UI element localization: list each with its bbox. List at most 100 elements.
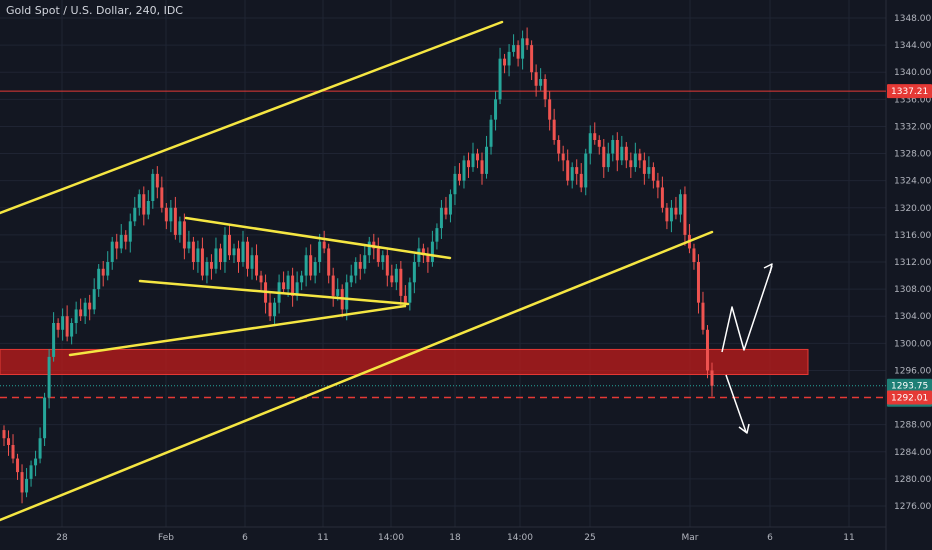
candle-body xyxy=(151,173,155,201)
candle-body xyxy=(692,248,696,262)
candle-body xyxy=(2,430,6,439)
candle-body xyxy=(291,275,295,296)
candle-body xyxy=(435,228,439,242)
candle-body xyxy=(412,262,416,283)
candle-body xyxy=(97,268,101,290)
candle-body xyxy=(530,45,534,73)
candle-body xyxy=(232,248,236,256)
candle-body xyxy=(246,241,250,269)
candle-body xyxy=(286,275,290,290)
x-tick-label: 28 xyxy=(56,533,68,543)
candle-body xyxy=(439,207,443,229)
candle-body xyxy=(119,234,123,249)
y-tick-label: 1288.00 xyxy=(894,421,931,431)
price-axis[interactable]: 1348.00 1344.00 1340.00 1336.00 1332.00 1328.… xyxy=(887,14,932,512)
candle-body xyxy=(259,275,263,283)
chart-title: Gold Spot / U.S. Dollar, 240, IDC xyxy=(6,4,183,17)
candle-body xyxy=(25,478,29,493)
candle-body xyxy=(47,356,51,398)
candle-body xyxy=(561,153,565,161)
y-tick-label: 1320.00 xyxy=(894,204,931,214)
candle-body xyxy=(660,187,664,208)
candle-body xyxy=(476,153,480,161)
current-price-badge-bg xyxy=(887,378,932,393)
candle-body xyxy=(394,268,398,283)
candle-body xyxy=(65,316,69,337)
candle-body xyxy=(327,248,331,276)
candle-body xyxy=(295,282,299,296)
candle-body xyxy=(7,438,11,445)
candle-body xyxy=(354,262,358,276)
candle-body xyxy=(205,262,209,276)
candle-body xyxy=(318,241,322,262)
price-levels xyxy=(0,90,886,399)
candle-body xyxy=(128,221,132,242)
candle-body xyxy=(584,153,588,188)
candle-body xyxy=(110,241,114,262)
y-tick-label: 1344.00 xyxy=(894,41,931,51)
candle-body xyxy=(255,255,259,276)
candle-body xyxy=(191,241,195,262)
candle-body xyxy=(331,275,335,296)
channel-lower-line xyxy=(0,230,714,522)
rising-support-line xyxy=(68,304,407,357)
candle-body xyxy=(146,201,150,215)
candle-body xyxy=(133,207,137,222)
candle-body xyxy=(16,458,20,473)
x-tick-label: 18 xyxy=(449,533,461,543)
candle-body xyxy=(624,146,628,161)
x-tick-label: 11 xyxy=(317,533,328,543)
candle-body xyxy=(11,445,15,459)
candle-body xyxy=(241,241,245,262)
candle-body xyxy=(656,180,660,188)
candle-body xyxy=(83,302,87,317)
candle-body xyxy=(642,160,646,174)
candle-body xyxy=(448,194,452,215)
y-tick-label: 1280.00 xyxy=(894,475,931,485)
candle-body xyxy=(615,140,619,161)
candle-body xyxy=(638,153,642,161)
candle-body xyxy=(480,160,484,174)
candle-body xyxy=(534,72,538,86)
candle-body xyxy=(489,119,493,147)
y-tick-label: 1308.00 xyxy=(894,285,931,295)
y-tick-label: 1284.00 xyxy=(894,448,931,458)
candle-body xyxy=(349,275,353,283)
support-price-badge: 1292.01 xyxy=(891,393,928,403)
candle-body xyxy=(61,316,65,330)
candle-body xyxy=(223,234,227,262)
candle-body xyxy=(218,248,222,262)
candle-body xyxy=(426,255,430,262)
candle-body xyxy=(457,173,461,181)
candle-body xyxy=(390,275,394,283)
candle-body xyxy=(106,262,110,276)
candle-body xyxy=(34,458,38,466)
y-tick-label: 1324.00 xyxy=(894,177,931,187)
candle-body xyxy=(620,146,624,161)
projected-bounce-path xyxy=(721,265,773,353)
drawings xyxy=(0,20,773,522)
y-tick-label: 1304.00 xyxy=(894,312,931,322)
candle-body xyxy=(521,38,525,59)
candle-body xyxy=(178,221,182,235)
candle-body xyxy=(466,160,470,168)
candle-body xyxy=(385,255,389,276)
support-zone-rect xyxy=(0,348,809,376)
candle-body xyxy=(88,302,92,310)
candle-body xyxy=(543,79,547,100)
candle-body xyxy=(512,45,516,52)
candle-body xyxy=(209,262,213,269)
candle-body xyxy=(227,234,231,256)
candle-body xyxy=(160,187,164,208)
candle-body xyxy=(665,207,669,222)
y-tick-label: 1312.00 xyxy=(894,258,931,268)
candle-body xyxy=(196,248,200,262)
support-zone xyxy=(0,348,809,376)
candle-body xyxy=(381,255,385,262)
time-axis[interactable]: 28 Feb 6 11 14:00 18 14:00 25 Mar 6 11 xyxy=(56,533,854,543)
candle-body xyxy=(498,58,502,100)
candle-body xyxy=(633,153,637,168)
candle-body xyxy=(701,302,705,330)
candle-body xyxy=(20,472,24,493)
